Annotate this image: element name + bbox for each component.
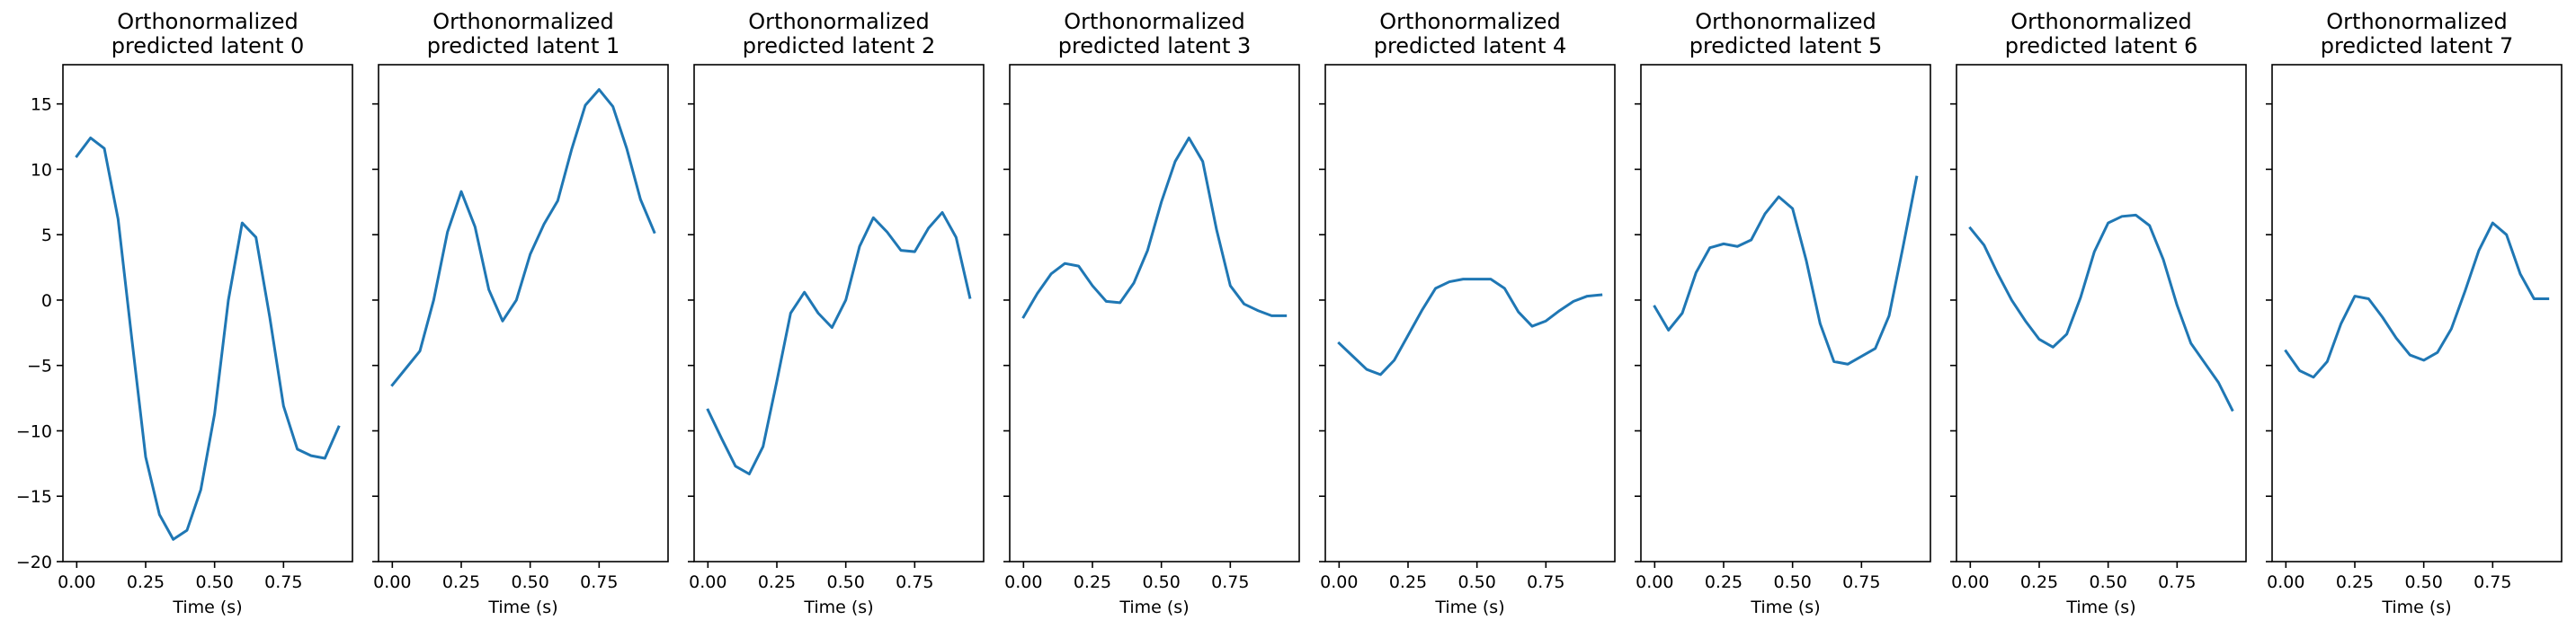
x-tick-label: 0.00 [58, 572, 95, 592]
x-axis-label: Time (s) [1119, 598, 1189, 617]
panel-title-line: predicted latent 2 [743, 33, 936, 58]
axes-frame [2271, 64, 2563, 563]
x-tick-label: 0.25 [758, 572, 796, 592]
axes-frame [378, 64, 669, 563]
y-tick-label: 10 [31, 160, 52, 180]
x-tick-label: 0.00 [1004, 572, 1042, 592]
axes-frame [62, 64, 353, 563]
y-tick-label: −15 [16, 487, 52, 507]
x-tick-label: 0.75 [1842, 572, 1880, 592]
panel-title-line: predicted latent 1 [427, 33, 620, 58]
x-tick-label: 0.25 [442, 572, 480, 592]
axes-frame [1324, 64, 1616, 563]
x-tick-label: 0.25 [2336, 572, 2374, 592]
panel-title-line: predicted latent 4 [1374, 33, 1567, 58]
panel-title-line: Orthonormalized [117, 9, 298, 34]
x-tick-label: 0.50 [1774, 572, 1812, 592]
x-tick-label: 0.75 [896, 572, 933, 592]
y-tick-label: −20 [16, 553, 52, 572]
x-tick-label: 0.25 [2020, 572, 2058, 592]
panel-title-line: Orthonormalized [748, 9, 929, 34]
series-line [390, 88, 656, 387]
y-tick-label: 5 [41, 226, 52, 245]
panel-title-line: predicted latent 6 [2005, 33, 2198, 58]
panel-title-line: Orthonormalized [1695, 9, 1876, 34]
panel-title-line: predicted latent 5 [1689, 33, 1883, 58]
axes-frame [1009, 64, 1300, 563]
x-tick-label: 0.50 [1143, 572, 1181, 592]
x-axis-label: Time (s) [1434, 598, 1504, 617]
series-line [1021, 136, 1288, 319]
panel-title-line: predicted latent 3 [1058, 33, 1252, 58]
x-axis-label: Time (s) [487, 598, 557, 617]
x-tick-label: 0.50 [2405, 572, 2443, 592]
y-tick-label: −10 [16, 421, 52, 441]
x-tick-label: 0.50 [827, 572, 865, 592]
x-tick-label: 0.50 [1458, 572, 1496, 592]
panel-title-line: Orthonormalized [1064, 9, 1244, 34]
x-axis-label: Time (s) [1750, 598, 1820, 617]
axes-frame [693, 64, 985, 563]
x-tick-label: 0.50 [2090, 572, 2127, 592]
x-tick-label: 0.75 [264, 572, 302, 592]
panel-title-line: predicted latent 0 [111, 33, 305, 58]
panel-title-line: predicted latent 7 [2321, 33, 2514, 58]
x-tick-label: 0.50 [196, 572, 234, 592]
series-line [1968, 213, 2234, 412]
x-tick-label: 0.25 [1389, 572, 1427, 592]
y-tick-label: 15 [31, 95, 52, 115]
x-tick-label: 0.75 [1211, 572, 1249, 592]
series-line [75, 136, 341, 541]
axes-frame [1640, 64, 1931, 563]
x-tick-label: 0.75 [580, 572, 618, 592]
x-tick-label: 0.50 [512, 572, 549, 592]
x-tick-label: 0.25 [127, 572, 165, 592]
panel-title-line: Orthonormalized [432, 9, 613, 34]
panel-title-line: Orthonormalized [1379, 9, 1560, 34]
series-line [1653, 175, 1919, 366]
x-axis-label: Time (s) [803, 598, 873, 617]
panel-title-line: Orthonormalized [2010, 9, 2191, 34]
x-tick-label: 0.75 [2158, 572, 2196, 592]
x-tick-label: 0.75 [2473, 572, 2511, 592]
y-tick-label: −5 [27, 357, 52, 377]
axes-frame [1956, 64, 2247, 563]
series-line [2284, 221, 2550, 379]
series-line [706, 210, 972, 475]
x-tick-label: 0.00 [1951, 572, 1989, 592]
x-tick-label: 0.75 [1527, 572, 1564, 592]
x-tick-label: 0.00 [1636, 572, 1673, 592]
x-axis-label: Time (s) [2065, 598, 2135, 617]
x-tick-label: 0.00 [2267, 572, 2304, 592]
x-tick-label: 0.00 [689, 572, 726, 592]
x-axis-label: Time (s) [172, 598, 242, 617]
series-line [1337, 278, 1603, 377]
x-axis-label: Time (s) [2381, 598, 2451, 617]
panel-title-line: Orthonormalized [2326, 9, 2507, 34]
x-tick-label: 0.25 [1074, 572, 1111, 592]
x-tick-label: 0.25 [1705, 572, 1743, 592]
y-tick-label: 0 [41, 291, 52, 311]
x-tick-label: 0.00 [373, 572, 411, 592]
x-tick-label: 0.00 [1320, 572, 1358, 592]
